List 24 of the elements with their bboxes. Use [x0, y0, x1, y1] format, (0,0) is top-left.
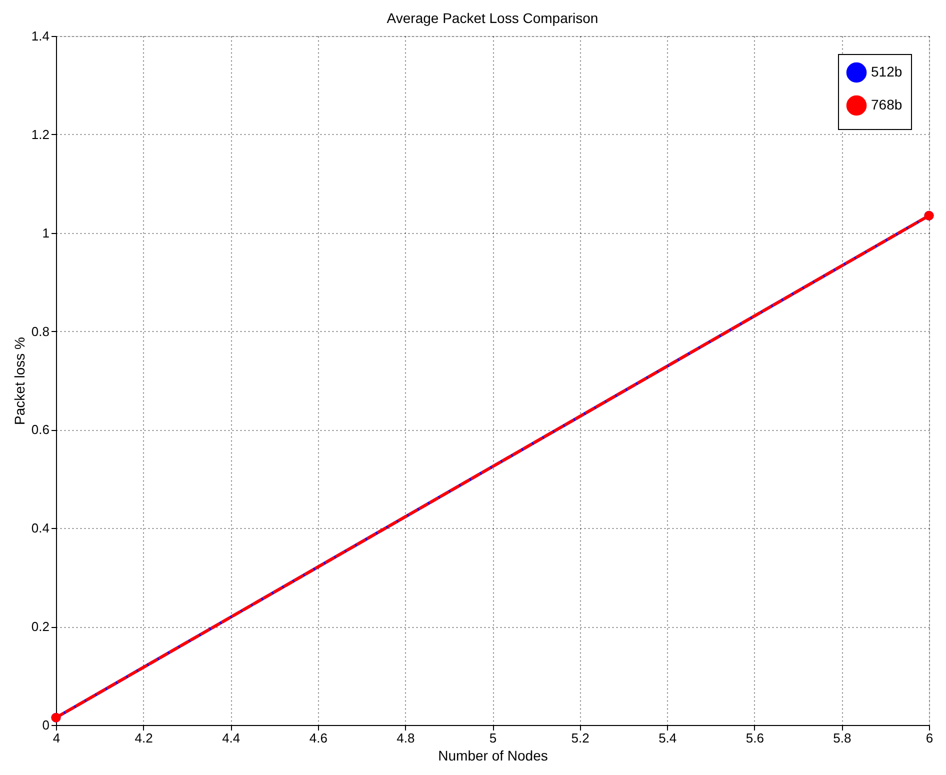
x-tick-label: 5.8	[833, 730, 852, 746]
x-tick-label: 4.4	[222, 730, 240, 746]
x-tick-label: 5.6	[746, 730, 764, 746]
y-tick-label: 0.8	[31, 324, 50, 339]
y-tick-label: 1.2	[31, 126, 50, 142]
legend-label: 512b	[871, 64, 902, 80]
x-tick-label: 4.2	[134, 730, 153, 746]
x-tick-label: 5	[489, 730, 497, 746]
y-tick-label: 0.4	[31, 520, 50, 536]
x-tick-label: 6	[926, 730, 934, 746]
y-tick-label: 0.6	[31, 422, 50, 438]
x-tick-label: 5.2	[571, 730, 590, 746]
y-tick-label: 1.4	[31, 28, 50, 44]
y-tick-label: 1	[42, 225, 50, 240]
y-axis-title: Packet loss %	[11, 337, 28, 425]
x-tick-label: 4.8	[396, 730, 415, 746]
y-tick-label: 0.2	[31, 619, 50, 634]
y-tick-label: 0	[42, 718, 50, 732]
chart-title: Average Packet Loss Comparison	[386, 10, 598, 26]
x-tick-label: 4	[52, 730, 60, 746]
x-tick-label: 4.6	[309, 730, 328, 746]
x-tick-label: 5.4	[658, 730, 677, 746]
x-axis-title: Number of Nodes	[438, 748, 548, 764]
legend-label: 768b	[871, 96, 902, 112]
